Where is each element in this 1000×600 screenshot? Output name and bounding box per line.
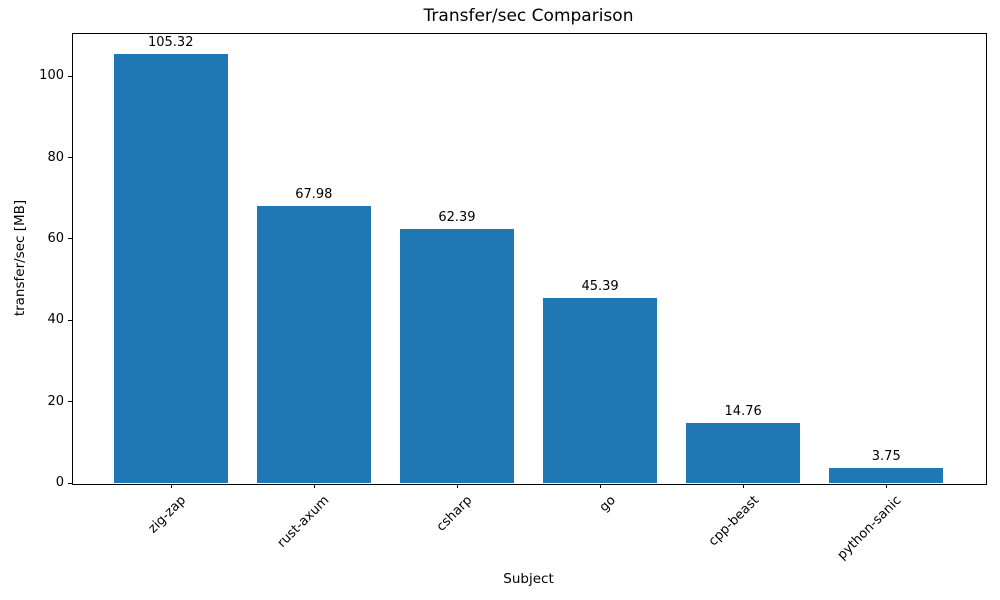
x-tick-label: go (596, 493, 619, 516)
x-tick-mark (886, 484, 888, 488)
bar-cpp-beast (685, 422, 801, 483)
x-tick-label: csharp (434, 493, 476, 535)
x-tick-label: cpp-beast (705, 493, 762, 550)
y-tick-mark (68, 157, 72, 158)
bar-zig-zap (113, 54, 228, 483)
bar-python-sanic (829, 467, 944, 483)
y-tick-label: 60 (47, 230, 64, 246)
bar-go (542, 298, 658, 483)
y-tick-label: 100 (39, 68, 64, 84)
bar-rust-axum (256, 206, 372, 483)
bar-value-label: 14.76 (724, 403, 762, 419)
x-tick-mark (456, 484, 458, 488)
x-tick-mark (170, 484, 172, 488)
y-tick-label: 0 (55, 475, 64, 490)
chart-title: Transfer/sec Comparison (423, 6, 634, 26)
y-tick-mark (68, 319, 72, 321)
bar-value-label: 67.98 (295, 187, 333, 203)
y-tick-mark (68, 238, 72, 240)
y-tick-label: 40 (47, 312, 64, 328)
bar-value-label: 45.39 (581, 279, 619, 295)
bar-value-label: 105.32 (147, 35, 194, 51)
x-tick-label: python-sanic (834, 493, 905, 563)
x-tick-mark (600, 484, 602, 488)
bar-csharp (399, 229, 515, 483)
y-tick-label: 20 (47, 393, 64, 409)
y-tick-mark (68, 482, 72, 484)
x-tick-mark (313, 484, 315, 488)
x-tick-mark (743, 484, 745, 488)
x-axis-label: Subject (503, 571, 554, 587)
x-tick-label: rust-axum (274, 493, 333, 551)
bar-value-label: 62.39 (438, 210, 476, 226)
y-tick-mark (68, 401, 72, 403)
y-axis-label: transfer/sec [MB] (12, 199, 28, 317)
y-tick-mark (68, 75, 72, 77)
x-tick-label: zig-zap (145, 493, 190, 537)
y-tick-label: 80 (47, 149, 64, 165)
bar-value-label: 3.75 (871, 448, 901, 464)
